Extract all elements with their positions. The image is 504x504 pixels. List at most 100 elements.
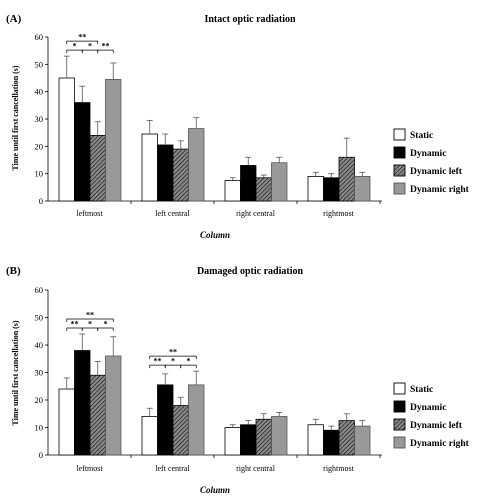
significance-label: ** xyxy=(78,33,86,42)
bar-static xyxy=(141,133,158,202)
legend-swatch xyxy=(393,182,406,195)
legend-swatch xyxy=(393,400,406,413)
bar-dynamic-right xyxy=(271,162,288,202)
bar-static xyxy=(307,175,324,202)
significance-label: * xyxy=(104,320,108,329)
y-axis-title-a: Time until first cancellation (s) xyxy=(11,65,20,171)
legend-b: Static Dynamic Dynamic left Dynamic right xyxy=(393,382,470,449)
plot-area-a: 0 10 20 30 40 50 60 leftmost left central right c… xyxy=(35,32,382,218)
significance-label: ** xyxy=(102,42,110,51)
chart-panel-a: (A) Intact optic radiation Time until fi… xyxy=(6,13,470,240)
legend-swatch xyxy=(393,418,406,431)
bar-static xyxy=(141,416,158,456)
bar-dynamic-left xyxy=(338,420,355,456)
panel-label-b: (B) xyxy=(6,265,21,277)
y-tick-label: 10 xyxy=(35,423,44,433)
chart-title-b: Damaged optic radiation xyxy=(197,266,304,277)
category-label: right central xyxy=(236,209,276,218)
bar-dynamic-left xyxy=(255,177,272,202)
plot-area-b: 0 10 20 30 40 50 60 leftmost left central right c… xyxy=(35,285,382,473)
bar-dynamic-right xyxy=(271,416,288,456)
y-tick-label: 50 xyxy=(35,59,44,69)
legend-label: Dynamic right xyxy=(410,439,470,449)
bar-dynamic xyxy=(74,350,91,456)
significance-bracket xyxy=(149,355,197,360)
category-label: left central xyxy=(155,209,190,218)
y-tick-label: 0 xyxy=(39,196,43,206)
y-tick-label: 40 xyxy=(35,87,44,97)
bar-static xyxy=(224,427,241,456)
significance-label: * xyxy=(171,357,175,366)
bar-dynamic-left xyxy=(172,148,189,202)
bar-static xyxy=(224,180,241,202)
significance-bracket xyxy=(97,49,114,54)
y-tick-label: 50 xyxy=(35,313,44,323)
x-axis-title-b: Column xyxy=(200,485,230,495)
significance-label: ** xyxy=(86,311,94,320)
bar-dynamic-right xyxy=(354,425,371,456)
significance-bracket xyxy=(66,40,99,45)
bar-dynamic-right xyxy=(354,175,371,202)
legend-swatch xyxy=(393,128,406,141)
bar-dynamic xyxy=(240,165,257,202)
legend-label: Dynamic left xyxy=(410,421,463,431)
significance-label: ** xyxy=(71,320,79,329)
significance-bracket xyxy=(180,364,197,369)
bar-dynamic-left xyxy=(338,156,355,202)
y-axis-title-b: Time until first cancellation (s) xyxy=(11,320,20,426)
category-label: rightmost xyxy=(323,464,354,473)
bar-dynamic xyxy=(323,177,340,202)
bar-dynamic xyxy=(323,429,340,456)
legend-swatch xyxy=(393,382,406,395)
legend-label: Dynamic xyxy=(410,149,446,159)
bar-dynamic xyxy=(240,424,257,456)
legend-swatch xyxy=(393,436,406,449)
significance-label: * xyxy=(73,42,77,51)
legend-label: Dynamic right xyxy=(410,185,470,195)
significance-label: * xyxy=(88,320,92,329)
bar-static xyxy=(307,424,324,456)
y-tick-label: 30 xyxy=(35,114,44,124)
category-label: rightmost xyxy=(323,209,354,218)
significance-label: * xyxy=(187,357,191,366)
legend-label: Dynamic xyxy=(410,403,446,413)
y-tick-label: 20 xyxy=(35,395,44,405)
category-label: right central xyxy=(236,464,276,473)
significance-label: ** xyxy=(154,357,162,366)
significance-bracket xyxy=(66,318,114,322)
y-tick-label: 0 xyxy=(39,450,43,460)
category-label: leftmost xyxy=(76,464,103,473)
category-label: left central xyxy=(155,464,190,473)
category-label: leftmost xyxy=(76,209,103,218)
y-tick-label: 10 xyxy=(35,169,44,179)
legend-label: Static xyxy=(410,385,433,395)
y-tick-label: 20 xyxy=(35,141,44,151)
bar-static xyxy=(58,388,75,456)
significance-bracket xyxy=(97,327,114,331)
bar-dynamic xyxy=(157,144,174,202)
bar-dynamic-left xyxy=(89,134,106,202)
y-tick-label: 30 xyxy=(35,368,44,378)
legend-label: Dynamic left xyxy=(410,167,463,177)
significance-label: * xyxy=(88,42,92,51)
bar-static xyxy=(58,77,75,202)
bar-dynamic-right xyxy=(188,128,205,202)
significance-label: ** xyxy=(169,348,177,357)
bar-dynamic-left xyxy=(172,405,189,456)
panel-label-a: (A) xyxy=(6,13,22,25)
x-axis-title-a: Column xyxy=(200,230,230,240)
legend-a: Static Dynamic Dynamic left Dynamic right xyxy=(393,128,470,195)
bar-dynamic-right xyxy=(105,78,122,202)
y-tick-label: 60 xyxy=(35,285,44,295)
bar-dynamic-right xyxy=(105,355,122,456)
legend-swatch xyxy=(393,146,406,159)
y-tick-label: 40 xyxy=(35,340,44,350)
bar-dynamic-left xyxy=(255,418,272,456)
bar-dynamic xyxy=(157,384,174,456)
bar-dynamic xyxy=(74,102,91,202)
bar-dynamic-right xyxy=(188,384,205,456)
chart-panel-b: (B) Damaged optic radiation Time until f… xyxy=(6,265,470,495)
bar-dynamic-left xyxy=(89,374,106,456)
chart-title-a: Intact optic radiation xyxy=(204,14,296,25)
